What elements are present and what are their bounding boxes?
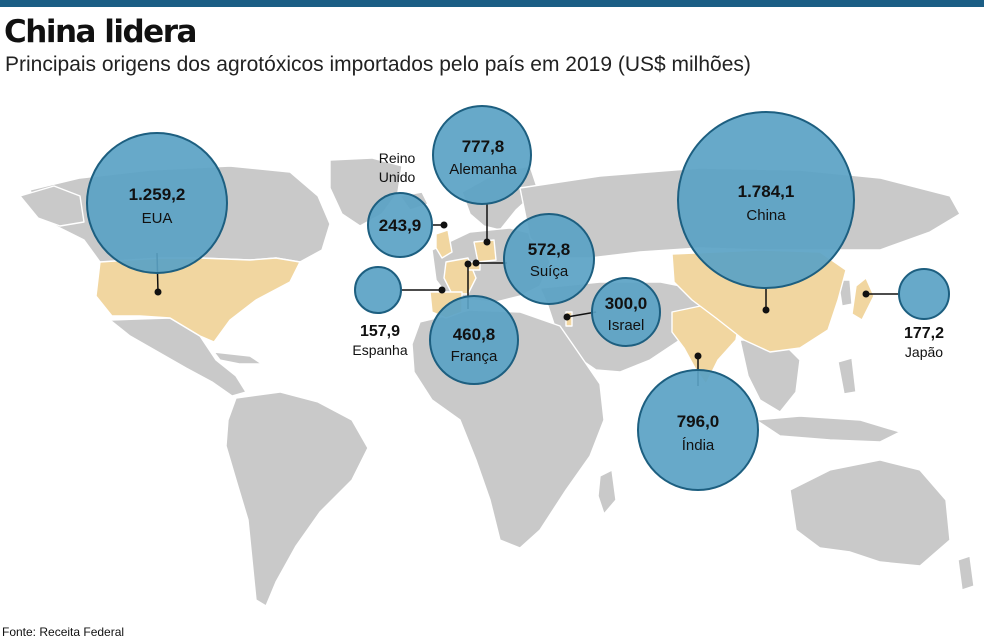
uk-shape — [435, 229, 453, 259]
dot-espanha — [438, 286, 446, 294]
value-reino-unido: 243,9 — [379, 216, 422, 235]
bubble-suica — [503, 213, 595, 305]
chart-subtitle: Principais origens dos agrotóxicos impor… — [5, 53, 751, 76]
dot-suica — [472, 259, 480, 267]
bubble-franca — [429, 295, 519, 385]
bubble-alemanha — [432, 105, 532, 205]
label-india: Índia — [682, 437, 715, 454]
bubble-israel — [591, 277, 661, 347]
australia-shape — [789, 459, 951, 567]
bubble-china — [677, 111, 855, 289]
label-franca: França — [451, 348, 498, 365]
label-japao: Japão — [905, 344, 943, 360]
bubble-espanha — [354, 266, 402, 314]
source-note: Fonte: Receita Federal — [2, 625, 125, 639]
caribbean-shape — [213, 351, 263, 365]
dot-alemanha — [483, 238, 491, 246]
bubbles — [86, 105, 950, 491]
value-japao: 177,2 — [904, 325, 944, 342]
label-espanha: Espanha — [352, 342, 407, 358]
philippines-shape — [837, 357, 857, 395]
label-reino-unido-line2: Unido — [379, 169, 416, 185]
value-china: 1.784,1 — [738, 182, 795, 201]
value-espanha: 157,9 — [360, 323, 400, 340]
bubble-labels: 1.259,2 EUA 777,8 Alemanha 243,9 Reino U… — [129, 137, 944, 454]
bubble-india — [637, 369, 759, 491]
chart-title: China lidera — [4, 14, 197, 50]
value-suica: 572,8 — [528, 240, 571, 259]
label-suica: Suíça — [530, 263, 569, 280]
new-zealand-shape — [957, 555, 975, 591]
value-alemanha: 777,8 — [462, 137, 505, 156]
bubble-reino-unido — [367, 192, 433, 258]
value-israel: 300,0 — [605, 294, 648, 313]
value-eua: 1.259,2 — [129, 185, 186, 204]
dot-reino-unido — [440, 221, 448, 229]
label-eua: EUA — [142, 210, 173, 227]
dot-india — [694, 352, 702, 360]
dot-israel — [563, 313, 571, 321]
indonesia-shape — [755, 415, 901, 443]
bubble-eua — [86, 132, 228, 274]
dot-china — [762, 306, 770, 314]
label-reino-unido-line1: Reino — [379, 150, 416, 166]
south-america-shape — [225, 391, 369, 607]
alaska-shape — [19, 185, 85, 227]
value-india: 796,0 — [677, 412, 720, 431]
value-franca: 460,8 — [453, 325, 496, 344]
bubble-japao — [898, 268, 950, 320]
dot-franca — [464, 260, 472, 268]
leader-dots — [154, 221, 870, 360]
usa-shape — [95, 257, 301, 343]
label-china: China — [746, 207, 786, 224]
label-alemanha: Alemanha — [449, 161, 517, 178]
dot-japao — [862, 290, 870, 298]
world-map: 1.259,2 EUA 777,8 Alemanha 243,9 Reino U… — [19, 105, 975, 607]
japan-shape — [851, 277, 875, 321]
top-accent-bar — [0, 0, 984, 7]
dot-eua — [154, 288, 162, 296]
madagascar-shape — [597, 469, 617, 515]
label-israel: Israel — [608, 317, 645, 334]
